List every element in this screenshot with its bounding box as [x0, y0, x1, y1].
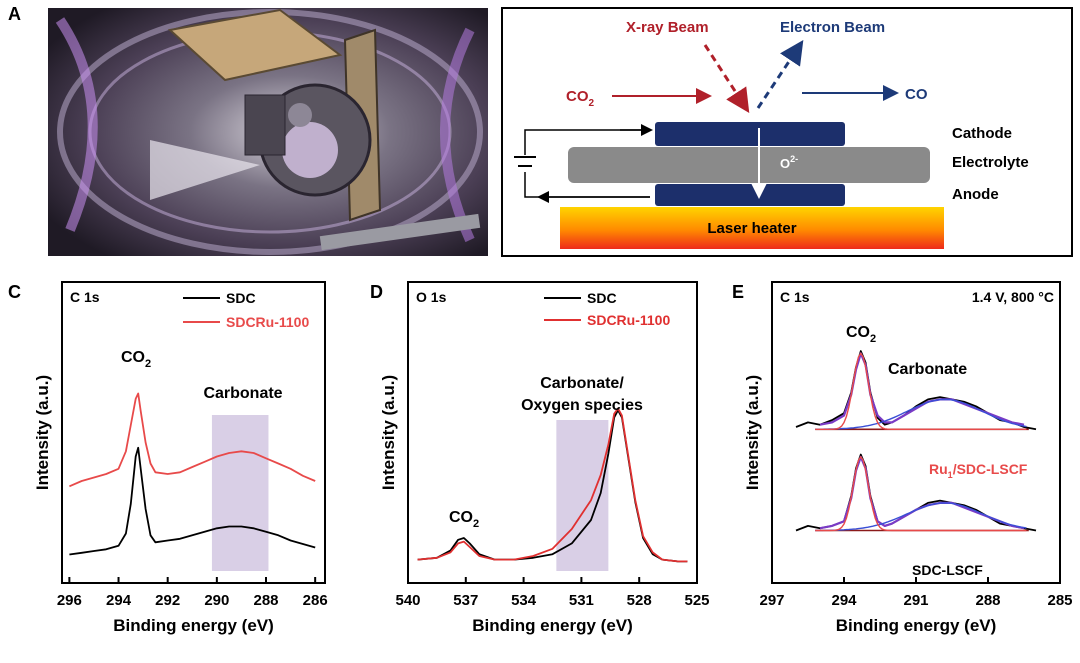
annotation-co2-sub: 2 — [870, 333, 876, 345]
x-tick-label: 296 — [57, 592, 82, 609]
xray-arrow — [703, 44, 750, 114]
laser-heater-label: Laser heater — [707, 220, 796, 237]
x-axis-title: Binding energy (eV) — [113, 616, 274, 635]
x-tick-label: 294 — [106, 592, 132, 609]
x-tick-label: 294 — [831, 592, 857, 609]
annotation-co2-text: CO — [846, 324, 870, 341]
cathode-layer — [655, 122, 845, 146]
annotation-oxygen-species: Oxygen species — [521, 397, 643, 414]
series-line-0 — [69, 446, 316, 556]
chamber-photo — [48, 8, 488, 256]
annotation-co2: CO2 — [121, 349, 151, 370]
co2-inlet-label: CO2 — [566, 88, 595, 109]
x-tick-label: 534 — [511, 592, 537, 609]
annotation-ru1-text: Ru — [929, 461, 948, 477]
x-tick-label: 291 — [903, 592, 928, 609]
chart-title: O 1s — [416, 289, 447, 305]
panel-letter-c: C — [8, 282, 21, 302]
chart-c: 296 294 292 290 288 286 Binding energy (eV) Int… — [33, 281, 328, 635]
annotation-ru1-sdc-lscf: Ru1/SDC-LSCF — [929, 461, 1028, 480]
x-tick-label: 531 — [569, 592, 594, 609]
panel-letter-d: D — [370, 282, 383, 302]
series-line-1 — [417, 407, 688, 563]
anode-layer — [655, 184, 845, 206]
series-line-0 — [417, 409, 688, 563]
annotation-co2-sub: 2 — [145, 358, 151, 370]
chart-e: 297 294 291 288 285 Binding energy (eV) Intens… — [743, 281, 1073, 635]
x-tick-label: 288 — [253, 592, 278, 609]
co-outlet-label: CO — [905, 86, 928, 103]
legend-label-sdc: SDC — [587, 290, 617, 306]
legend-label-sdcru: SDCRu-1100 — [587, 312, 670, 328]
x-tick-label: 525 — [684, 592, 709, 609]
annotation-co2-text: CO — [449, 509, 473, 526]
x-tick-label: 537 — [453, 592, 478, 609]
chart-subtitle: 1.4 V, 800 °C — [972, 289, 1054, 305]
y-axis-title: Intensity (a.u.) — [33, 375, 52, 490]
annotation-sdc-lscf: SDC-LSCF — [912, 562, 983, 578]
annotation-carbonate: Carbonate — [888, 361, 967, 378]
electrolyte-layer — [568, 147, 930, 183]
plot-frame — [407, 281, 698, 584]
annotation-ru1-sub: 1 — [948, 470, 953, 480]
shaded-region — [211, 415, 269, 571]
plot-frame — [771, 281, 1061, 584]
annotation-co2-sub: 2 — [473, 518, 479, 530]
component-co2-bottom — [815, 455, 1027, 532]
electrolyte-label: Electrolyte — [952, 154, 1029, 171]
cathode-label: Cathode — [952, 125, 1012, 142]
annotation-carbonate: Carbonate/ — [540, 375, 624, 392]
x-axis-title: Binding energy (eV) — [836, 616, 997, 635]
x-tick-label: 528 — [627, 592, 652, 609]
y-axis-title: Intensity (a.u.) — [379, 375, 398, 490]
annotation-co2: CO2 — [846, 324, 876, 345]
annotation-carbonate: Carbonate — [203, 385, 282, 402]
series-line-1 — [69, 392, 316, 488]
x-tick-label: 290 — [204, 592, 229, 609]
x-tick-label: 288 — [975, 592, 1000, 609]
component-co2-top — [815, 352, 1027, 430]
oxygen-ion-label: O2- — [780, 154, 798, 171]
electron-beam-label: Electron Beam — [780, 19, 885, 36]
legend-label-sdc: SDC — [226, 290, 256, 306]
panel-letter-e: E — [732, 282, 744, 302]
plot-frame — [61, 281, 326, 584]
panel-letter-a: A — [8, 4, 21, 24]
xray-beam-label: X-ray Beam — [626, 19, 709, 36]
component-carbonate-top — [815, 398, 1027, 430]
x-tick-label: 292 — [155, 592, 180, 609]
chart-d: 540 537 534 531 528 525 Binding energy (eV) Int… — [379, 281, 710, 635]
legend-label-sdcru: SDCRu-1100 — [226, 314, 309, 330]
chart-title: C 1s — [70, 289, 100, 305]
x-tick-label: 285 — [1047, 592, 1072, 609]
x-tick-label: 297 — [759, 592, 784, 609]
annotation-co2: CO2 — [449, 509, 479, 530]
annotation-co2-text: CO — [121, 349, 145, 366]
x-tick-label: 286 — [303, 592, 328, 609]
y-axis-title: Intensity (a.u.) — [743, 375, 762, 490]
annotation-ru1-rest: /SDC-LSCF — [953, 461, 1028, 477]
component-carbonate-bottom — [815, 502, 1027, 532]
laser-heater — [560, 207, 944, 249]
chart-title: C 1s — [780, 289, 810, 305]
x-tick-label: 540 — [395, 592, 420, 609]
anode-label: Anode — [952, 186, 999, 203]
electron-arrow — [756, 40, 804, 109]
x-axis-title: Binding energy (eV) — [472, 616, 633, 635]
